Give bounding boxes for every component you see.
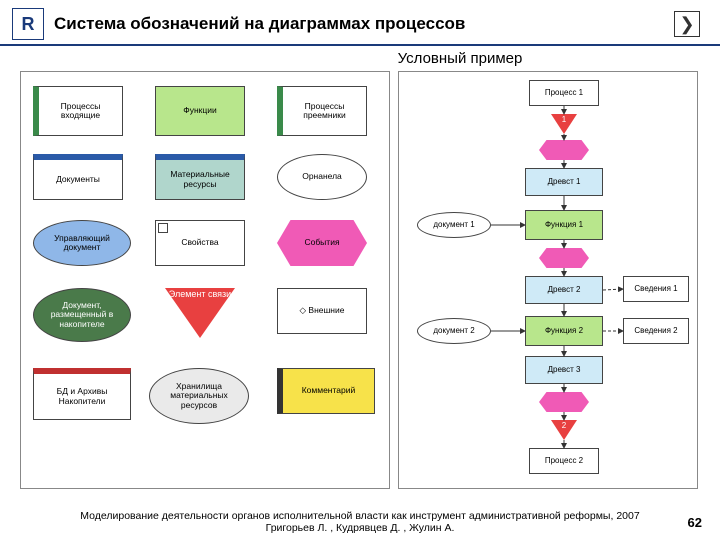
legend-shape-11: ◇ Внешние <box>277 288 367 334</box>
flow-node-t1: 1 <box>551 114 577 134</box>
next-arrow-icon[interactable]: ❯ <box>674 11 700 37</box>
content-area: Процессы входящие Функции Процессы преемни… <box>0 67 720 489</box>
legend-shape-6: Управляющий документ <box>33 220 131 266</box>
legend-panel: Процессы входящие Функции Процессы преемни… <box>20 71 390 489</box>
flow-node-d3: Древст 3 <box>525 356 603 384</box>
footer-line1: Моделирование деятельности органов испол… <box>80 510 639 522</box>
legend-shape-5: Орнанела <box>277 154 367 200</box>
legend-shape-10: Элемент связи <box>165 288 235 338</box>
flow-node-c1: Сведения 1 <box>623 276 689 302</box>
flow-node-e3 <box>539 392 589 412</box>
legend-shape-4: Материальные ресурсы <box>155 154 245 200</box>
flow-node-p1: Процесс 1 <box>529 80 599 106</box>
flow-node-e2 <box>539 248 589 268</box>
flow-node-f1: Функция 1 <box>525 210 603 240</box>
logo-icon: R <box>12 8 44 40</box>
flow-node-doc1: документ 1 <box>417 212 491 238</box>
flow-node-d2: Древст 2 <box>525 276 603 304</box>
flow-node-e1 <box>539 140 589 160</box>
flow-node-f2: Функция 2 <box>525 316 603 346</box>
footer: Моделирование деятельности органов испол… <box>0 510 720 534</box>
subtitle: Условный пример <box>200 50 720 67</box>
legend-shape-7: Свойства <box>155 220 245 266</box>
flowchart-panel: Процесс 1 1 Древст 1 документ 1 Функция 1 Дре… <box>398 71 698 489</box>
legend-shape-3: Документы <box>33 154 123 200</box>
flow-node-d1: Древст 1 <box>525 168 603 196</box>
flow-node-doc2: документ 2 <box>417 318 491 344</box>
flow-node-c2: Сведения 2 <box>623 318 689 344</box>
flow-node-t2: 2 <box>551 420 577 440</box>
legend-shape-14: Комментарий <box>277 368 375 414</box>
legend-shape-2: Процессы преемники <box>277 86 367 136</box>
slide-header: R Система обозначений на диаграммах проц… <box>0 0 720 46</box>
legend-shape-8: События <box>277 220 367 266</box>
legend-shape-9: Документ, размещенный в накопителе <box>33 288 131 342</box>
page-number: 62 <box>688 515 702 530</box>
flow-node-p2: Процесс 2 <box>529 448 599 474</box>
legend-shape-1: Функции <box>155 86 245 136</box>
legend-shape-12: БД и Архивы Накопители <box>33 368 131 420</box>
slide-title: Система обозначений на диаграммах процес… <box>54 14 674 34</box>
legend-shape-0: Процессы входящие <box>33 86 123 136</box>
legend-shape-13: Хранилища материальных ресурсов <box>149 368 249 424</box>
footer-line2: Григорьев Л. , Кудрявцев Д. , Жулин А. <box>266 522 455 534</box>
